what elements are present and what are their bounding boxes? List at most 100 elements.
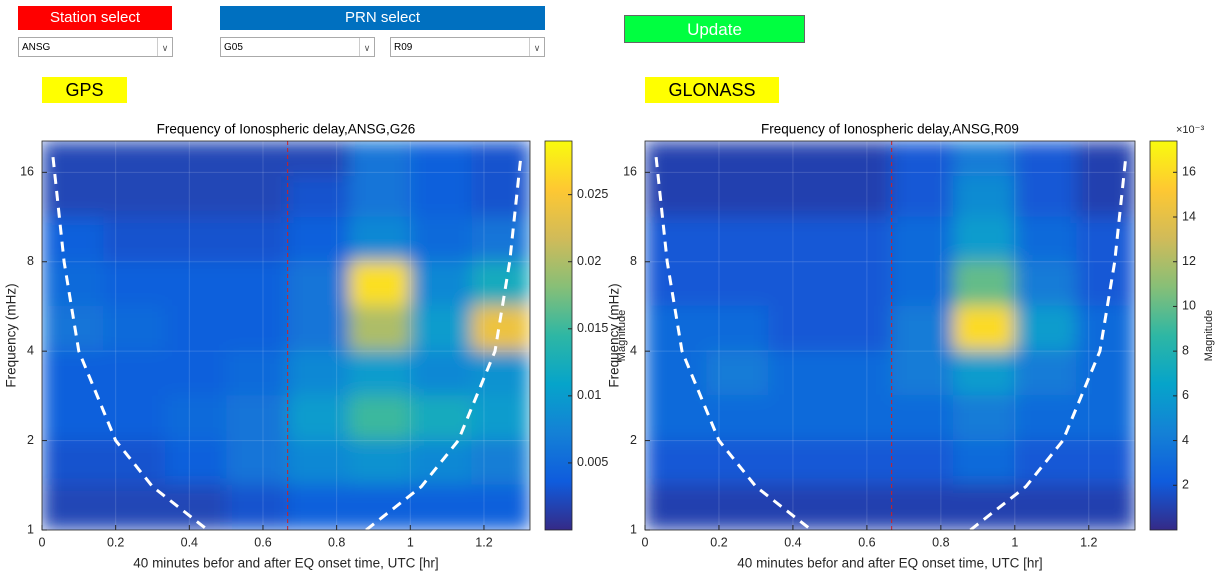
heatmap-cell bbox=[953, 175, 1016, 217]
prn-gps-dropdown[interactable]: G05 ∨ bbox=[220, 37, 375, 57]
heatmap-cell bbox=[103, 349, 166, 396]
panel-label: GLONASS bbox=[645, 77, 779, 103]
y-axis-label: Frequency (mHz) bbox=[4, 283, 19, 387]
heatmap-cell bbox=[410, 439, 473, 485]
heatmap-cell bbox=[891, 305, 954, 351]
x-tick-label: 1.2 bbox=[1080, 535, 1097, 549]
update-button[interactable]: Update bbox=[624, 15, 805, 43]
heatmap-cell bbox=[706, 349, 769, 396]
heatmap-cell bbox=[953, 439, 1016, 485]
heatmap-cell bbox=[226, 394, 288, 440]
heatmap-cell bbox=[768, 484, 831, 530]
colorbar-tick-label: 14 bbox=[1182, 209, 1196, 223]
heatmap-cell bbox=[42, 394, 104, 440]
heatmap-cell bbox=[645, 260, 708, 306]
heatmap-cell bbox=[42, 349, 104, 396]
colorbar-exponent: ×10⁻³ bbox=[1176, 124, 1204, 136]
dropdown-arrow: ∨ bbox=[529, 38, 544, 56]
heatmap-cell bbox=[1076, 394, 1135, 440]
heatmap-cell bbox=[1014, 484, 1077, 530]
heatmap-cell bbox=[410, 260, 473, 306]
prn-value: G05 bbox=[224, 42, 243, 53]
colorbar-tick-label: 0.015 bbox=[577, 321, 608, 335]
x-axis-label: 40 minutes befor and after EQ onset time… bbox=[133, 556, 438, 571]
heatmap-cell bbox=[1076, 141, 1135, 177]
x-tick-label: 1 bbox=[407, 535, 414, 549]
heatmap-cell bbox=[103, 484, 166, 530]
prn-glonass-dropdown[interactable]: R09 ∨ bbox=[390, 37, 545, 57]
heatmap-cell bbox=[226, 484, 288, 530]
heatmap-cell bbox=[226, 260, 288, 306]
heatmap-cell bbox=[471, 175, 530, 217]
heatmap-cell bbox=[471, 349, 530, 396]
x-tick-label: 1.2 bbox=[475, 535, 492, 549]
heatmap-cell bbox=[42, 141, 104, 177]
dropdown-arrow: ∨ bbox=[157, 38, 172, 56]
heatmap-cell bbox=[706, 141, 769, 177]
y-axis-label: Frequency (mHz) bbox=[607, 283, 622, 387]
heatmap-cell bbox=[287, 349, 350, 396]
x-tick-label: 0.4 bbox=[784, 535, 801, 549]
heatmap-cell bbox=[410, 141, 473, 177]
heatmap-cell bbox=[891, 141, 954, 177]
heatmap-cell bbox=[471, 439, 530, 485]
heatmap-cell bbox=[164, 439, 227, 485]
heatmap-cell bbox=[226, 141, 288, 177]
heatmap-cell bbox=[42, 484, 104, 530]
y-tick-label: 16 bbox=[623, 165, 637, 179]
heatmap-cell bbox=[348, 484, 411, 530]
plot-frame bbox=[644, 140, 1136, 531]
heatmap-cell bbox=[164, 175, 227, 217]
heatmap-cell bbox=[1014, 141, 1077, 177]
heatmap-cell bbox=[410, 175, 473, 217]
heatmap-cell bbox=[891, 394, 954, 440]
prn-header: PRN select bbox=[220, 6, 545, 30]
heatmap-cell bbox=[471, 484, 530, 530]
colorbar-tick-label: 0.025 bbox=[577, 187, 608, 201]
colorbar-tick-label: 4 bbox=[1182, 433, 1189, 447]
colorbar-label: Magnitude bbox=[616, 310, 628, 361]
station-value: ANSG bbox=[22, 42, 51, 53]
x-tick-label: 0.6 bbox=[858, 535, 875, 549]
heatmap-cell bbox=[1076, 305, 1135, 351]
heatmap-cell bbox=[706, 484, 769, 530]
heatmap-cell bbox=[768, 394, 831, 440]
y-tick-label: 2 bbox=[630, 433, 637, 447]
heatmap-cell bbox=[953, 141, 1016, 177]
heatmap-cell bbox=[768, 175, 831, 217]
heatmap-cell bbox=[103, 141, 166, 177]
heatmap-cell bbox=[164, 260, 227, 306]
station-header: Station select bbox=[18, 6, 172, 30]
colorbar-tick-label: 0.01 bbox=[577, 388, 601, 402]
heatmap-cell bbox=[768, 349, 831, 396]
x-tick-label: 0.6 bbox=[254, 535, 271, 549]
heatmap-cell bbox=[891, 260, 954, 306]
heatmap-cell bbox=[287, 175, 350, 217]
heatmap-cell bbox=[1076, 349, 1135, 396]
colorbar-tick-label: 8 bbox=[1182, 343, 1189, 357]
heatmap-cell bbox=[103, 305, 166, 351]
heatmap-cell bbox=[1014, 305, 1077, 351]
y-tick-label: 1 bbox=[27, 522, 34, 536]
heatmap-cell bbox=[103, 394, 166, 440]
heatmap-cell bbox=[706, 216, 769, 261]
heatmap-cell bbox=[953, 260, 1016, 306]
y-tick-label: 8 bbox=[27, 254, 34, 268]
heatmap-cell bbox=[706, 439, 769, 485]
heatmap-cell bbox=[891, 216, 954, 261]
station-dropdown[interactable]: ANSG ∨ bbox=[18, 37, 173, 57]
plot-clip bbox=[645, 141, 1135, 530]
heatmap-cell bbox=[706, 305, 769, 351]
x-tick-label: 0 bbox=[642, 535, 649, 549]
heatmap-cell bbox=[164, 349, 227, 396]
heatmap-cell bbox=[645, 394, 708, 440]
colorbar-label: Magnitude bbox=[1203, 310, 1215, 361]
heatmap-cell bbox=[164, 305, 227, 351]
y-tick-label: 4 bbox=[630, 343, 637, 357]
colorbar-tick-label: 0.005 bbox=[577, 455, 608, 469]
colorbar-tick-label: 2 bbox=[1182, 478, 1189, 492]
heatmap-cell bbox=[1014, 216, 1077, 261]
colorbar-tick-label: 10 bbox=[1182, 299, 1196, 313]
